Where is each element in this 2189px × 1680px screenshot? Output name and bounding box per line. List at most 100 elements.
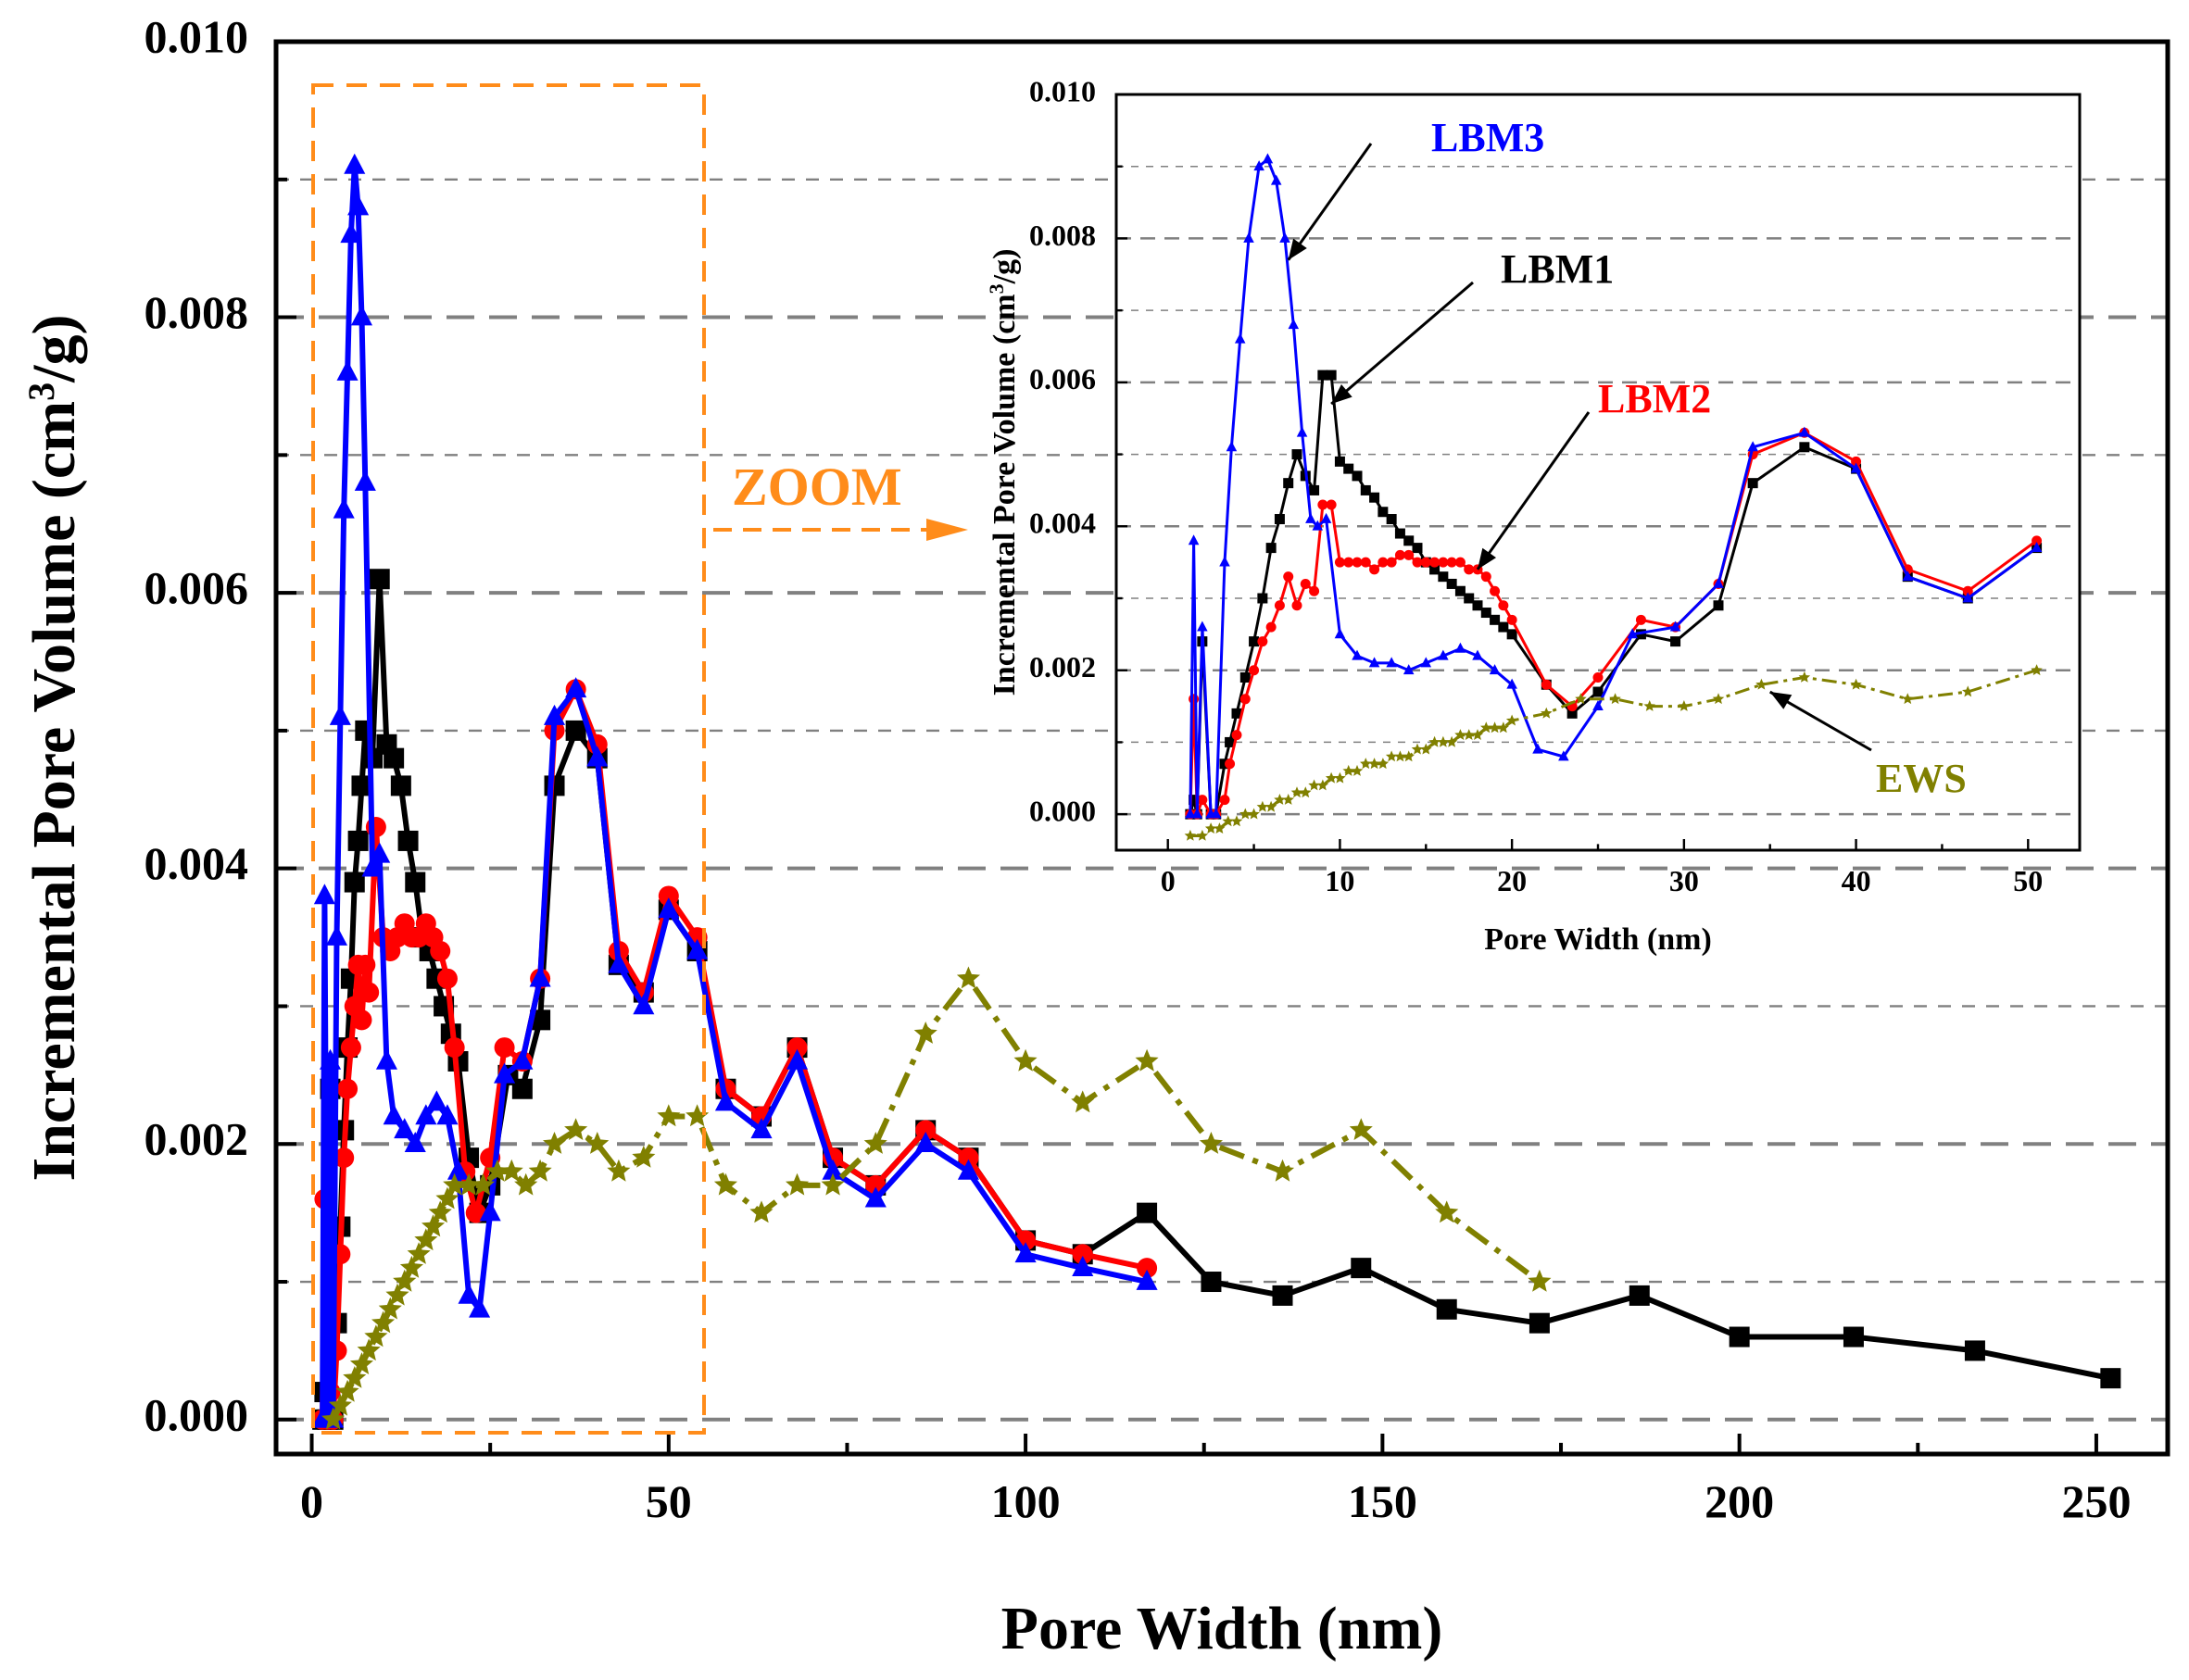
lbm2-point — [1249, 665, 1260, 676]
lbm3-point — [1352, 649, 1363, 660]
ews-point — [1282, 794, 1294, 805]
ews-point — [2031, 664, 2043, 676]
ews-point — [1411, 743, 1424, 755]
lbm3-point — [1386, 657, 1397, 668]
lbm1-point — [1629, 1285, 1650, 1306]
lbm3-point — [350, 305, 373, 326]
ews-point — [349, 1352, 373, 1374]
lbm3-point — [329, 704, 351, 725]
main-plot: 0 50 100 150 200 2500.0000.0020.0040.0060.008… — [20, 10, 2170, 1662]
lbm3-point — [822, 1159, 844, 1180]
legend-lbm2: LBM2 — [1476, 376, 1711, 570]
y-title-superscript: 3 — [20, 382, 62, 401]
lbm3-point — [1234, 332, 1246, 344]
ews-point — [686, 1104, 710, 1127]
lbm2-point — [355, 954, 376, 975]
lbm2-point — [1360, 557, 1371, 568]
lbm3-point — [1014, 1242, 1037, 1263]
legend-arrow-head — [1331, 384, 1352, 405]
x-tick-label: 10 — [1325, 864, 1354, 897]
zoom-label: ZOOM — [732, 457, 902, 517]
y-tick-label: 0.006 — [1029, 362, 1096, 395]
lbm3-point — [1185, 808, 1196, 819]
ews-point — [1308, 779, 1320, 791]
lbm3-point — [714, 1090, 737, 1111]
x-tick-label: 50 — [646, 1475, 692, 1527]
lbm2-point — [1265, 621, 1277, 633]
ews-point — [407, 1242, 431, 1264]
lbm3-point — [1713, 577, 1724, 588]
y-title-main: Incremental Pore Volume (cm — [988, 294, 1022, 696]
legend-arrow-head — [1769, 692, 1793, 709]
ews-point — [1678, 700, 1691, 711]
inset-y-axis: 0.000 0.002 0.004 0.006 0.008 0.010 — [1029, 74, 1127, 827]
lbm2-point — [436, 968, 458, 989]
ews-point — [485, 1159, 510, 1182]
lbm3-point — [1532, 743, 1543, 754]
lbm2-point — [1592, 671, 1604, 683]
lbm1-point — [1566, 708, 1578, 719]
zoom-annotation: ZOOM — [311, 83, 968, 1435]
lbm3-point — [375, 1048, 397, 1070]
legend-arrow-line — [1330, 281, 1474, 406]
ews-point — [428, 1200, 452, 1223]
ews-point — [1270, 1159, 1295, 1182]
lbm2-point — [1257, 636, 1268, 647]
x-tick-label: 20 — [1497, 864, 1527, 897]
lbm1-point — [1137, 1202, 1158, 1223]
lbm3-point — [340, 222, 362, 244]
ews-point — [1394, 750, 1406, 762]
ews-point — [713, 1172, 737, 1196]
ews-point — [1445, 735, 1458, 747]
lbm2-point — [1429, 557, 1440, 568]
lbm2-point — [1386, 557, 1397, 568]
ews-point — [1463, 729, 1475, 740]
lbm1-point — [1454, 585, 1466, 596]
ews-point — [1351, 764, 1364, 776]
lbm3-point — [383, 1104, 405, 1125]
inset-series-lbm3 — [1185, 153, 2043, 819]
lbm3-point — [1334, 628, 1346, 639]
lbm3-point — [786, 1048, 809, 1070]
lbm3-point — [325, 924, 348, 946]
ews-point — [786, 1172, 810, 1196]
lbm3-point — [320, 1048, 342, 1070]
lbm1-point — [1274, 514, 1285, 525]
lbm3-point — [1191, 808, 1203, 819]
lbm1-point — [1378, 507, 1389, 518]
lbm3-point — [1188, 534, 1200, 545]
lbm2-point — [1851, 456, 1862, 467]
lbm2-point — [1231, 730, 1242, 741]
lbm1-point — [390, 775, 411, 796]
ews-point — [1368, 758, 1380, 770]
ews-point — [1239, 808, 1252, 820]
lbm2-point — [444, 1037, 465, 1059]
ews-point — [335, 1379, 359, 1402]
lbm3-point — [1368, 657, 1380, 668]
lbm3-point — [1669, 621, 1681, 632]
inset-background — [1116, 94, 2080, 850]
ews-point — [1360, 758, 1372, 770]
lbm3-point — [658, 897, 680, 919]
lbm2-point — [1420, 557, 1431, 568]
ews-point — [1377, 758, 1390, 770]
main-y-axis-title: Incremental Pore Volume (cm3/g) — [20, 315, 88, 1182]
x-tick-label: 0 — [300, 1475, 323, 1527]
legend-ews: EWS — [1768, 690, 1967, 801]
lbm3-point — [1270, 174, 1282, 185]
lbm1-point — [1713, 600, 1724, 611]
lbm3-point — [750, 1118, 773, 1139]
lbm3-point — [1850, 462, 1862, 473]
ews-point — [1541, 707, 1553, 719]
lbm2-point — [1412, 557, 1423, 568]
lbm3-point — [1489, 664, 1501, 675]
ews-point — [1199, 1132, 1223, 1154]
ews-point — [378, 1297, 402, 1320]
lbm2-point — [1446, 557, 1457, 568]
lbm3-point — [1506, 678, 1517, 689]
lbm2-point — [1219, 795, 1230, 806]
inset-series-ews — [1184, 664, 2043, 841]
main-series-lbm2 — [312, 679, 1158, 1430]
lbm1-point — [1670, 636, 1681, 647]
ews-point — [1505, 714, 1518, 726]
